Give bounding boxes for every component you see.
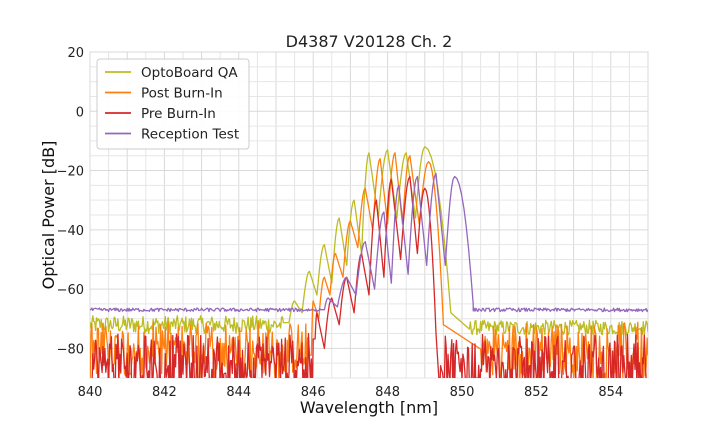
x-tick-label: 848 xyxy=(375,385,400,400)
x-tick-label: 842 xyxy=(152,385,177,400)
x-axis-ticks: 840 842 844 846 848 850 852 854 xyxy=(78,385,624,400)
y-tick-label: −20 xyxy=(57,165,84,180)
legend-label: Reception Test xyxy=(141,127,239,143)
x-tick-label: 854 xyxy=(598,385,623,400)
y-tick-label: −80 xyxy=(57,342,84,357)
series-line-reception-test xyxy=(90,172,648,313)
chart-title: D4387 V20128 Ch. 2 xyxy=(286,32,453,51)
series-layer xyxy=(90,146,648,378)
x-tick-label: 846 xyxy=(301,385,326,400)
y-tick-label: 20 xyxy=(67,46,84,61)
legend-label: Pre Burn-In xyxy=(141,106,216,122)
x-tick-label: 844 xyxy=(226,385,251,400)
y-axis-ticks: 20 0 −20 −40 −60 −80 xyxy=(57,46,84,357)
legend-box xyxy=(96,58,250,150)
x-tick-label: 840 xyxy=(78,385,103,400)
y-tick-label: 0 xyxy=(76,105,84,120)
x-tick-label: 850 xyxy=(450,385,475,400)
legend-entry: Reception Test xyxy=(105,127,239,143)
x-axis-title: Wavelength [nm] xyxy=(300,398,438,417)
legend-label: OptoBoard QA xyxy=(141,65,238,81)
legend-entry: Pre Burn-In xyxy=(105,106,216,122)
x-tick-label: 852 xyxy=(524,385,549,400)
series-line-pre-burn-in xyxy=(91,175,647,378)
legend-label: Post Burn-In xyxy=(141,86,223,102)
y-tick-label: −60 xyxy=(57,283,84,298)
legend: OptoBoard QA Post Burn-In Pre Burn-In Recep… xyxy=(96,58,250,150)
y-axis-title: Optical Power [dB] xyxy=(39,141,58,290)
legend-entry: Post Burn-In xyxy=(105,86,223,102)
legend-entry: OptoBoard QA xyxy=(105,65,238,81)
y-tick-label: −40 xyxy=(57,224,84,239)
